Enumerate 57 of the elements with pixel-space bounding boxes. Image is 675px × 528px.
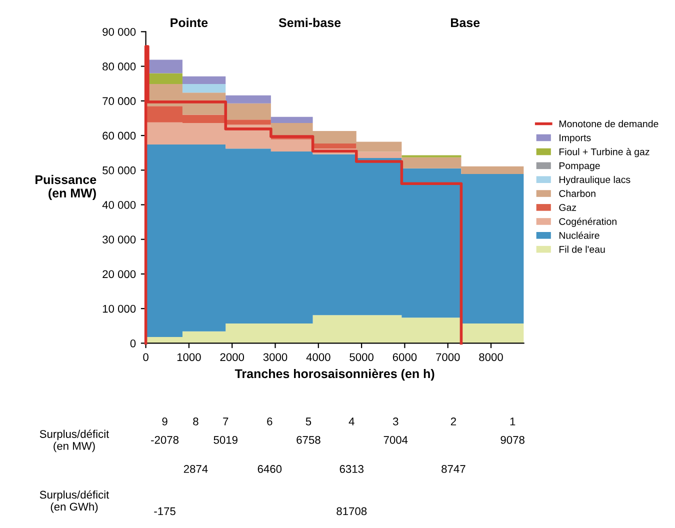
x-tick-label: 8000	[479, 353, 503, 362]
y-tick-label: 0	[130, 339, 136, 348]
y-tick-label: 30 000	[102, 236, 136, 244]
text: 7004	[384, 436, 408, 444]
x-axis-title: Tranches horosaisonnières (en h)	[234, 368, 434, 381]
text: 2874	[184, 465, 208, 473]
text: 6460	[258, 465, 282, 473]
text: -2078	[151, 436, 179, 444]
text: 81708	[336, 507, 367, 516]
text: 1	[510, 418, 516, 426]
text: 5	[306, 418, 312, 426]
text: 9	[162, 418, 168, 426]
x-tick-label: 6000	[392, 353, 417, 362]
y-tick-label: 90 000	[102, 28, 136, 36]
text: Surplus/déficit (en MW)	[40, 430, 110, 452]
text: 6313	[340, 465, 364, 473]
text: 6758	[296, 436, 320, 444]
x-tick-label: 5000	[350, 353, 374, 362]
text: Pointe	[170, 18, 208, 28]
y-tick-label: 70 000	[102, 97, 136, 106]
y-axis-title: Puissance (en MW)	[36, 174, 96, 200]
y-tick-label: 60 000	[102, 132, 136, 140]
text: 2	[450, 418, 456, 426]
text: 4	[348, 418, 354, 426]
y-tick-label: 10 000	[102, 304, 136, 313]
text: 6	[267, 418, 272, 426]
x-tick-label: 4000	[306, 353, 330, 362]
text: Semi-base	[278, 18, 341, 28]
x-tick-label: 1000	[177, 353, 201, 362]
y-tick-label: 50 000	[102, 166, 136, 174]
x-tick-label: 3000	[263, 353, 288, 362]
line-series	[144, 45, 463, 345]
legend-label: Imports	[560, 134, 591, 144]
y-tick-label: 40 000	[102, 201, 136, 209]
x-tick-label: 7000	[436, 353, 460, 362]
y-tick-label: 80 000	[102, 62, 136, 70]
text: Surplus/déficit (en GWh)	[40, 490, 110, 513]
legend-label: Nucléaire	[559, 232, 600, 239]
text: Base	[451, 18, 480, 28]
legend-label: Cogénération	[559, 218, 616, 227]
text: 8747	[442, 465, 466, 473]
legend-label: Fioul + Turbine à gaz	[559, 148, 650, 158]
legend-label: Pompage	[559, 162, 600, 172]
y-tick-label: 20 000	[102, 270, 136, 278]
text: 8	[193, 418, 198, 426]
text: 9078	[500, 436, 524, 444]
legend-label: Hydraulique lacs	[559, 176, 630, 186]
legend-label: Charbon	[559, 190, 596, 198]
text: 3	[392, 418, 398, 426]
text: 5019	[214, 436, 238, 444]
x-tick-label: 2000	[220, 353, 244, 362]
legend-label: Gaz	[559, 204, 576, 211]
legend-label: Fil de l'eau	[559, 246, 605, 253]
text: -175	[154, 507, 176, 516]
legend-label: Monotone de demande	[559, 120, 658, 128]
text: 7	[223, 418, 228, 426]
x-tick-label: 0	[143, 353, 148, 362]
